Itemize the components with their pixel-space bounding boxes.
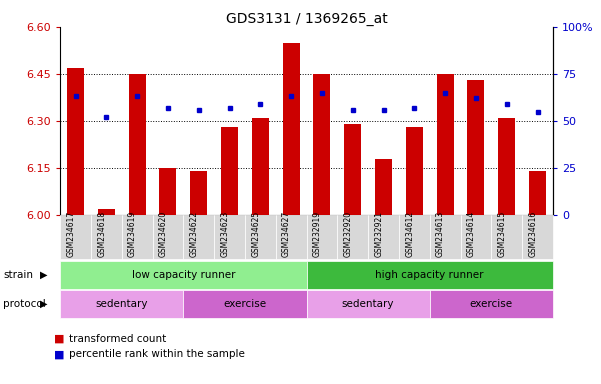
Text: sedentary: sedentary: [96, 299, 148, 309]
Text: exercise: exercise: [224, 299, 266, 309]
Text: ■: ■: [54, 334, 64, 344]
Text: GSM234618: GSM234618: [97, 211, 106, 257]
Text: transformed count: transformed count: [69, 334, 166, 344]
Bar: [129, 74, 145, 215]
Text: GSM232919: GSM232919: [313, 211, 322, 257]
Bar: [529, 171, 546, 215]
Text: GSM234627: GSM234627: [282, 211, 291, 257]
Text: GSM234620: GSM234620: [159, 211, 168, 257]
Text: GSM234617: GSM234617: [67, 211, 76, 257]
Text: low capacity runner: low capacity runner: [132, 270, 235, 280]
Text: exercise: exercise: [470, 299, 513, 309]
Text: ▶: ▶: [40, 299, 47, 309]
Text: GSM234622: GSM234622: [190, 211, 199, 257]
Bar: [252, 118, 269, 215]
Bar: [67, 68, 84, 215]
Text: GSM232920: GSM232920: [344, 211, 353, 257]
Text: protocol: protocol: [3, 299, 46, 309]
Title: GDS3131 / 1369265_at: GDS3131 / 1369265_at: [225, 12, 388, 26]
Text: GSM232921: GSM232921: [374, 211, 383, 257]
Bar: [468, 80, 484, 215]
Text: GSM234623: GSM234623: [221, 211, 230, 257]
Bar: [159, 168, 176, 215]
Text: percentile rank within the sample: percentile rank within the sample: [69, 349, 245, 359]
Text: GSM234619: GSM234619: [128, 211, 137, 257]
Text: GSM234625: GSM234625: [251, 211, 260, 257]
Text: GSM234615: GSM234615: [498, 211, 507, 257]
Text: GSM234612: GSM234612: [405, 211, 414, 257]
Text: strain: strain: [3, 270, 33, 280]
Text: sedentary: sedentary: [342, 299, 394, 309]
Bar: [191, 171, 207, 215]
Bar: [98, 209, 115, 215]
Text: GSM234613: GSM234613: [436, 211, 445, 257]
Bar: [406, 127, 423, 215]
Text: GSM234616: GSM234616: [528, 211, 537, 257]
Text: ▶: ▶: [40, 270, 47, 280]
Bar: [498, 118, 515, 215]
Bar: [221, 127, 238, 215]
Text: ■: ■: [54, 349, 64, 359]
Bar: [314, 74, 331, 215]
Bar: [282, 43, 299, 215]
Bar: [437, 74, 454, 215]
Bar: [375, 159, 392, 215]
Text: GSM234614: GSM234614: [467, 211, 476, 257]
Text: high capacity runner: high capacity runner: [376, 270, 484, 280]
Bar: [344, 124, 361, 215]
